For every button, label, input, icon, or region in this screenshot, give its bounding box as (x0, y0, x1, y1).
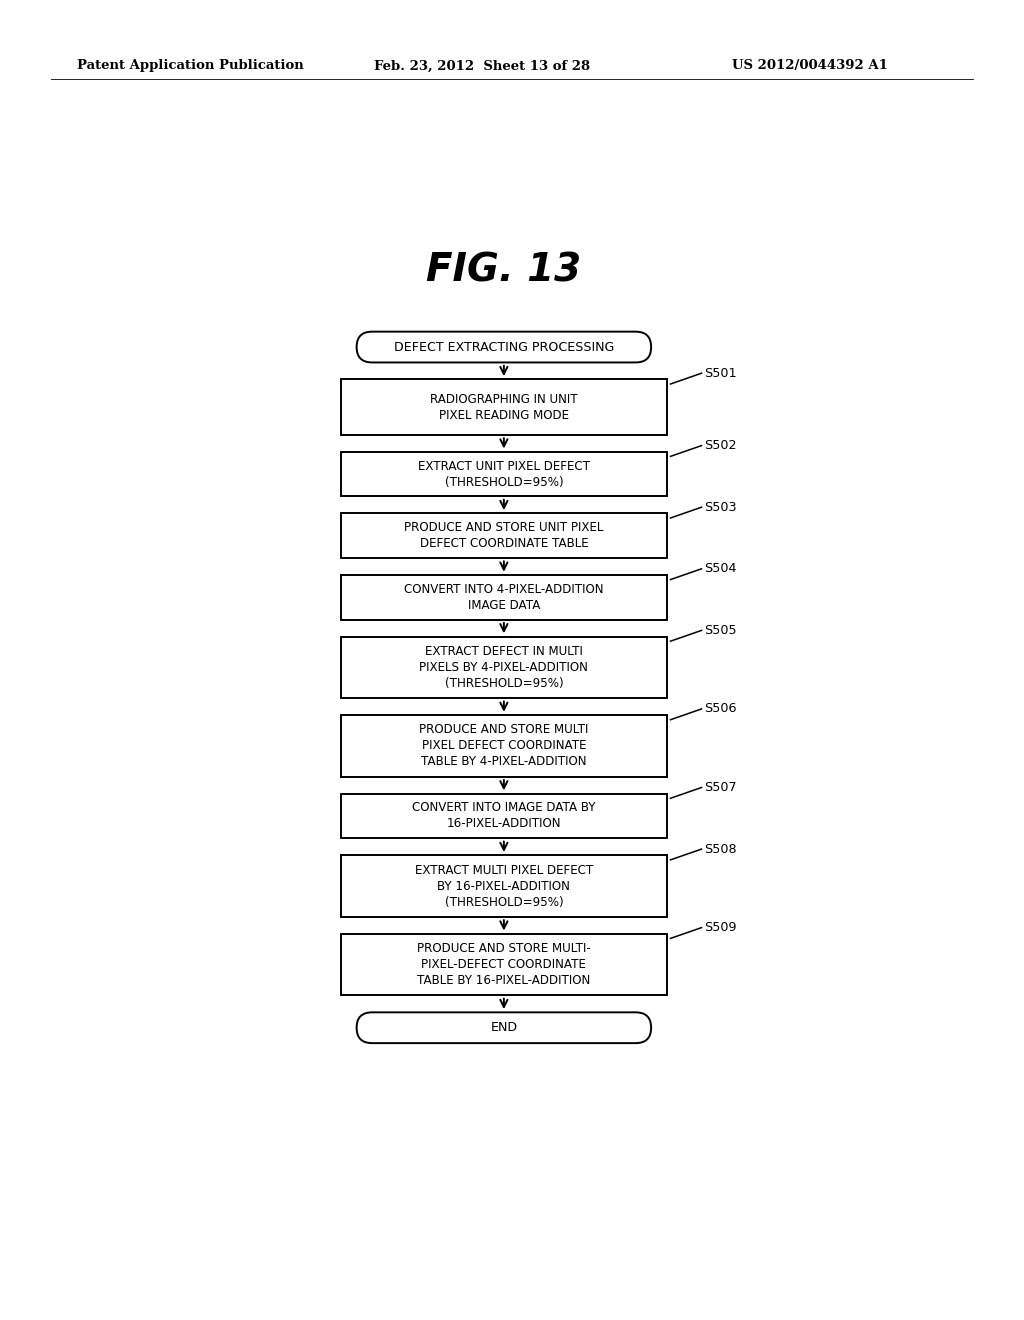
Text: PRODUCE AND STORE UNIT PIXEL
DEFECT COORDINATE TABLE: PRODUCE AND STORE UNIT PIXEL DEFECT COOR… (404, 521, 603, 550)
FancyBboxPatch shape (356, 331, 651, 363)
Text: CONVERT INTO 4-PIXEL-ADDITION
IMAGE DATA: CONVERT INTO 4-PIXEL-ADDITION IMAGE DATA (404, 583, 603, 611)
FancyBboxPatch shape (341, 636, 667, 698)
Text: S503: S503 (705, 500, 737, 513)
Text: S507: S507 (705, 781, 737, 795)
FancyBboxPatch shape (341, 715, 667, 776)
Text: S501: S501 (705, 367, 737, 380)
Text: S509: S509 (705, 921, 737, 935)
Text: Patent Application Publication: Patent Application Publication (77, 59, 303, 73)
Text: END: END (490, 1022, 517, 1035)
Text: S505: S505 (705, 624, 737, 638)
Text: Feb. 23, 2012  Sheet 13 of 28: Feb. 23, 2012 Sheet 13 of 28 (374, 59, 590, 73)
Text: S506: S506 (705, 702, 737, 715)
Text: FIG. 13: FIG. 13 (426, 251, 582, 289)
FancyBboxPatch shape (341, 576, 667, 619)
Text: CONVERT INTO IMAGE DATA BY
16-PIXEL-ADDITION: CONVERT INTO IMAGE DATA BY 16-PIXEL-ADDI… (412, 801, 596, 830)
Text: S504: S504 (705, 562, 737, 576)
Text: PRODUCE AND STORE MULTI-
PIXEL-DEFECT COORDINATE
TABLE BY 16-PIXEL-ADDITION: PRODUCE AND STORE MULTI- PIXEL-DEFECT CO… (417, 942, 591, 987)
FancyBboxPatch shape (356, 1012, 651, 1043)
FancyBboxPatch shape (341, 451, 667, 496)
Text: EXTRACT UNIT PIXEL DEFECT
(THRESHOLD=95%): EXTRACT UNIT PIXEL DEFECT (THRESHOLD=95%… (418, 459, 590, 488)
Text: DEFECT EXTRACTING PROCESSING: DEFECT EXTRACTING PROCESSING (394, 341, 614, 354)
FancyBboxPatch shape (341, 933, 667, 995)
Text: PRODUCE AND STORE MULTI
PIXEL DEFECT COORDINATE
TABLE BY 4-PIXEL-ADDITION: PRODUCE AND STORE MULTI PIXEL DEFECT COO… (419, 723, 589, 768)
Text: EXTRACT MULTI PIXEL DEFECT
BY 16-PIXEL-ADDITION
(THRESHOLD=95%): EXTRACT MULTI PIXEL DEFECT BY 16-PIXEL-A… (415, 863, 593, 908)
Text: EXTRACT DEFECT IN MULTI
PIXELS BY 4-PIXEL-ADDITION
(THRESHOLD=95%): EXTRACT DEFECT IN MULTI PIXELS BY 4-PIXE… (420, 645, 589, 690)
FancyBboxPatch shape (341, 793, 667, 838)
FancyBboxPatch shape (341, 513, 667, 558)
Text: S508: S508 (705, 842, 737, 855)
Text: US 2012/0044392 A1: US 2012/0044392 A1 (732, 59, 888, 73)
Text: RADIOGRAPHING IN UNIT
PIXEL READING MODE: RADIOGRAPHING IN UNIT PIXEL READING MODE (430, 392, 578, 421)
FancyBboxPatch shape (341, 855, 667, 917)
Text: S502: S502 (705, 440, 737, 453)
FancyBboxPatch shape (341, 379, 667, 434)
